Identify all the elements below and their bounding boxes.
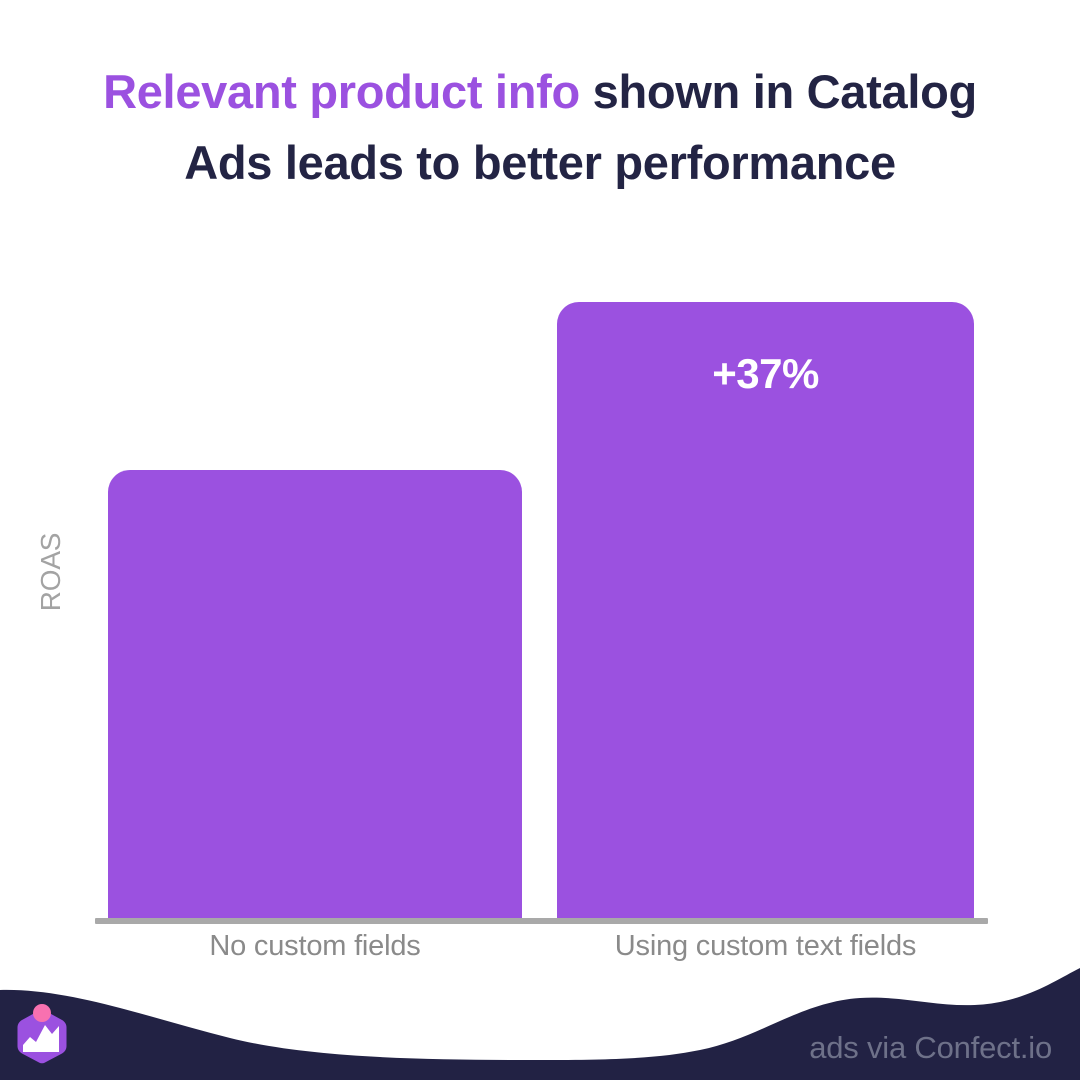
logo-dot-icon (33, 1004, 51, 1022)
footer-banner: ads via Confect.io (0, 940, 1080, 1080)
confect-logo-mark (17, 1004, 67, 1064)
title-highlight: Relevant product info (103, 65, 580, 118)
bar-using-custom-text-fields: +37% (557, 302, 974, 918)
title-line-1: Relevant product info shown in Catalog (0, 56, 1080, 127)
x-axis-line (95, 918, 988, 924)
title-line-2: Ads leads to better performance (184, 136, 896, 190)
title-line-1-rest: shown in Catalog (579, 65, 978, 118)
x-axis-tick-label-0: No custom fields (209, 930, 421, 962)
bar-value-label: +37% (712, 350, 819, 397)
y-axis-label: ROAS (35, 532, 66, 612)
footer-attribution: ads via Confect.io (809, 1030, 1052, 1065)
x-axis-tick-label-1: Using custom text fields (614, 930, 917, 962)
confect-logo[interactable] (14, 1004, 70, 1066)
bar-no-custom-fields (108, 470, 522, 918)
logo-chart-icon (23, 1025, 59, 1052)
page-title: Relevant product info shown in Catalog A… (0, 56, 1080, 199)
footer-wave-shape (0, 968, 1080, 1080)
